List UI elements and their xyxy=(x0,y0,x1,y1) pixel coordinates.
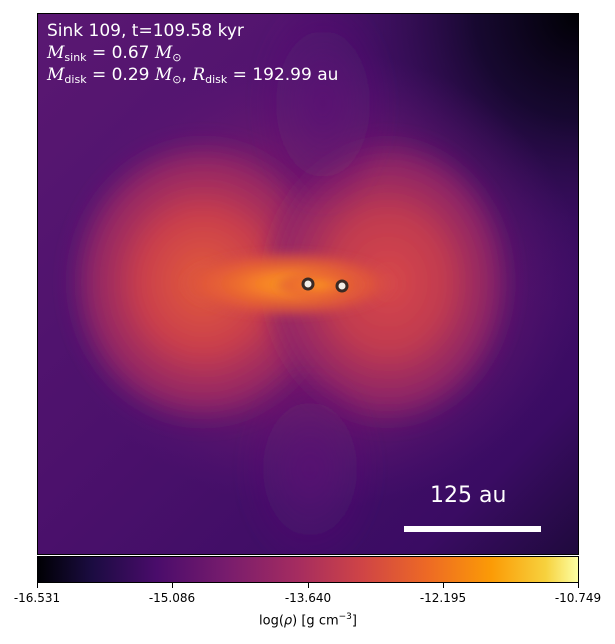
upper-cavity xyxy=(253,14,393,214)
colorbar-tick xyxy=(578,583,579,588)
scale-bar-label: 125 au xyxy=(430,483,507,508)
density-map xyxy=(38,14,578,554)
density-map-panel: Sink 109, t=109.58 kyr Msink = 0.67 M⊙ M… xyxy=(37,13,579,555)
colorbar-tick-label: -13.640 xyxy=(284,591,332,605)
colorbar-tick-label: -15.086 xyxy=(148,591,196,605)
colorbar xyxy=(37,556,579,583)
sink-marker-primary xyxy=(301,277,315,291)
disk-properties: Mdisk = 0.29 M⊙, Rdisk = 192.99 au xyxy=(47,65,339,86)
sink-mass: Msink = 0.67 M⊙ xyxy=(47,43,182,64)
colorbar-tick-label: -12.195 xyxy=(419,591,467,605)
colorbar-tick-label: -16.531 xyxy=(13,591,61,605)
sink-title: Sink 109, t=109.58 kyr xyxy=(47,21,244,41)
lower-cavity xyxy=(240,369,380,554)
colorbar-tick xyxy=(37,583,38,588)
colorbar-tick xyxy=(308,583,309,588)
colorbar-tick-label: -10.749 xyxy=(554,591,602,605)
colorbar-tick xyxy=(443,583,444,588)
scale-bar xyxy=(404,526,541,532)
colorbar-label: log(ρ) [g cm−3] xyxy=(259,612,357,629)
colorbar-tick xyxy=(172,583,173,588)
disk-inner xyxy=(273,271,363,299)
sink-marker-secondary xyxy=(335,279,349,293)
